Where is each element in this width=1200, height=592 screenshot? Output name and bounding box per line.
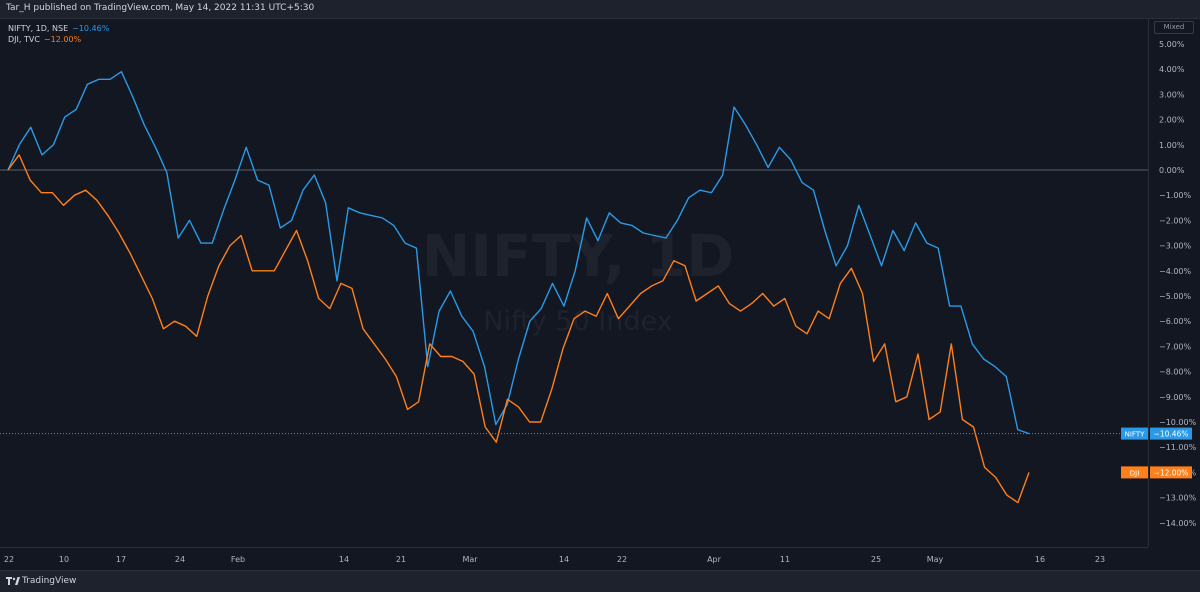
x-tick-label: 16 [1035, 555, 1045, 564]
y-tick-label: −7.00% [1159, 342, 1192, 351]
y-tick-label: −6.00% [1159, 317, 1192, 326]
x-tick-label: Feb [231, 555, 245, 564]
y-tick-label: −9.00% [1159, 393, 1192, 402]
series-line-nifty [7, 70, 1030, 435]
price-scale[interactable] [1148, 19, 1200, 547]
y-tick-label: −3.00% [1159, 242, 1192, 251]
brand-name: TradingView [22, 576, 77, 586]
last-value-label-nifty: −10.46% [1154, 430, 1189, 439]
x-tick-label: 24 [175, 555, 185, 564]
scale-mode-button[interactable]: Mixed [1154, 21, 1194, 34]
y-tick-label: −5.00% [1159, 292, 1192, 301]
x-tick-label: 14 [339, 555, 349, 564]
footer-bar: TradingView [0, 570, 1200, 592]
legend-change: −12.00% [43, 35, 82, 44]
x-tick-label: 25 [871, 555, 881, 564]
publish-header: Tar_H published on TradingView.com, May … [0, 0, 1200, 19]
legend-label: DJI, TVC [8, 35, 40, 44]
last-value-badge-nifty [1150, 427, 1192, 440]
last-value-label-dji: −12.00% [1154, 468, 1189, 477]
x-tick-label: 14 [559, 555, 569, 564]
published-text: Tar_H published on TradingView.com, May … [6, 3, 315, 13]
series-name-label-nifty: NIFTY [1125, 431, 1145, 439]
legend-label: NIFTY, 1D, NSE [8, 24, 69, 33]
tradingview-logo-icon[interactable] [6, 576, 20, 586]
x-tick-label: 21 [396, 555, 406, 564]
chart-legend: NIFTY, 1D, NSE −10.46% DJI, TVC −12.00% [8, 23, 109, 45]
x-tick-label: 22 [617, 555, 627, 564]
y-tick-label: 1.00% [1159, 141, 1185, 150]
x-tick-label: 10 [59, 555, 69, 564]
x-tick-label: May [927, 555, 944, 564]
y-tick-label: −4.00% [1159, 267, 1192, 276]
y-tick-label: −2.00% [1159, 216, 1192, 225]
legend-change: −10.46% [72, 24, 110, 33]
y-tick-label: 0.00% [1159, 166, 1185, 175]
y-tick-label: 5.00% [1159, 40, 1185, 49]
y-tick-label: 3.00% [1159, 90, 1185, 99]
y-tick-label: 4.00% [1159, 65, 1185, 74]
series-name-label-dji: DJI [1130, 469, 1140, 477]
last-value-badge-dji [1150, 466, 1192, 479]
y-tick-label: 2.00% [1159, 116, 1185, 125]
x-tick-label: Mar [462, 555, 478, 564]
chart-pane[interactable] [0, 19, 1148, 547]
x-tick-label: 17 [116, 555, 126, 564]
x-tick-label: 22 [4, 555, 14, 564]
y-tick-label: −14.00% [1159, 519, 1197, 528]
y-tick-label: −13.00% [1159, 494, 1197, 503]
y-tick-label: −8.00% [1159, 368, 1192, 377]
x-tick-label: 11 [780, 555, 790, 564]
y-tick-label: −1.00% [1159, 191, 1192, 200]
series-line-dji [7, 154, 1030, 504]
x-tick-label: 23 [1095, 555, 1105, 564]
y-tick-label: −10.00% [1159, 418, 1197, 427]
time-scale[interactable] [0, 547, 1148, 570]
x-tick-label: Apr [707, 555, 722, 564]
legend-row-nifty[interactable]: NIFTY, 1D, NSE −10.46% [8, 23, 109, 34]
legend-row-dji[interactable]: DJI, TVC −12.00% [8, 34, 109, 45]
series-name-badge-dji [1121, 466, 1148, 479]
series-name-badge-nifty [1121, 427, 1148, 440]
y-tick-label: −11.00% [1159, 443, 1197, 452]
